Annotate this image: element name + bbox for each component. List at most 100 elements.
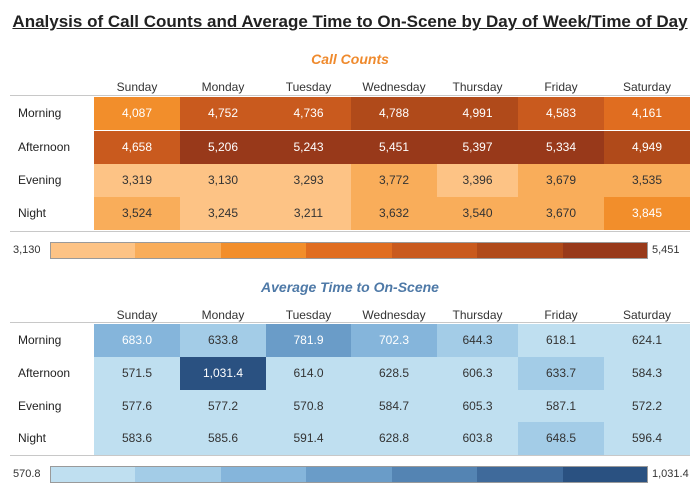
time-heatmap-cell: 577.6 — [94, 390, 180, 423]
time-column-header: Friday — [544, 308, 578, 322]
calls-legend-swatch — [477, 242, 564, 259]
time-column-header: Tuesday — [285, 308, 332, 322]
calls-column-header: Friday — [544, 80, 578, 94]
time-legend-swatch — [562, 466, 649, 483]
time-to-on-scene-title: Average Time to On-Scene — [261, 279, 439, 295]
time-heatmap-cell: 585.6 — [180, 422, 266, 455]
time-legend-swatch — [220, 466, 307, 483]
time-heatmap-cell: 633.8 — [180, 324, 266, 357]
calls-heatmap-cell: 3,632 — [351, 197, 437, 230]
calls-legend-min: 3,130 — [13, 244, 41, 256]
time-heatmap-cell: 1,031.4 — [180, 357, 266, 390]
calls-heatmap-cell: 4,736 — [266, 97, 351, 130]
calls-heatmap-cell: 3,524 — [94, 197, 180, 230]
calls-heatmap-cell: 4,087 — [94, 97, 180, 130]
time-legend-swatch — [50, 466, 136, 483]
time-heatmap-cell: 628.8 — [351, 422, 437, 455]
calls-column-header: Wednesday — [362, 80, 426, 94]
calls-heatmap-cell: 3,130 — [180, 164, 266, 197]
time-row-header: Night — [18, 431, 47, 445]
time-separator-line — [10, 455, 690, 456]
time-row-header: Evening — [18, 399, 62, 413]
time-heatmap-cell: 644.3 — [437, 324, 518, 357]
time-heatmap-cell: 628.5 — [351, 357, 437, 390]
time-separator-line — [10, 322, 690, 323]
calls-column-header: Sunday — [116, 80, 158, 94]
time-heatmap-cell: 577.2 — [180, 390, 266, 423]
time-heatmap-cell: 633.7 — [518, 357, 604, 390]
time-legend-swatch — [135, 466, 222, 483]
calls-heatmap-cell: 5,243 — [266, 131, 351, 164]
calls-legend-max: 5,451 — [652, 244, 680, 256]
time-legend-swatch — [306, 466, 393, 483]
calls-row-header: Afternoon — [18, 140, 71, 154]
time-legend-max: 1,031.4 — [652, 468, 689, 480]
time-heatmap-cell: 584.7 — [351, 390, 437, 423]
time-column-header: Thursday — [452, 308, 503, 322]
time-heatmap-cell: 618.1 — [518, 324, 604, 357]
calls-heatmap-cell: 5,451 — [351, 131, 437, 164]
time-legend-frame — [50, 466, 648, 483]
time-heatmap-cell: 591.4 — [266, 422, 351, 455]
calls-heatmap-cell: 3,772 — [351, 164, 437, 197]
calls-legend-swatch — [562, 242, 649, 259]
time-legend-swatch — [391, 466, 478, 483]
call-counts-title: Call Counts — [311, 51, 389, 67]
calls-separator-line — [10, 231, 690, 232]
calls-heatmap-cell: 4,583 — [518, 97, 604, 130]
calls-legend-swatch — [135, 242, 222, 259]
time-heatmap-cell: 572.2 — [604, 390, 690, 423]
time-column-header: Monday — [201, 308, 245, 322]
main-title: Analysis of Call Counts and Average Time… — [12, 12, 688, 31]
calls-row-header: Morning — [18, 106, 62, 120]
time-heatmap-cell: 571.5 — [94, 357, 180, 390]
time-heatmap-cell: 584.3 — [604, 357, 690, 390]
calls-heatmap-cell: 3,540 — [437, 197, 518, 230]
calls-heatmap-cell: 3,845 — [604, 197, 690, 230]
calls-legend-swatch — [391, 242, 478, 259]
calls-heatmap-cell: 4,991 — [437, 97, 518, 130]
calls-legend-swatch — [50, 242, 136, 259]
time-heatmap-cell: 583.6 — [94, 422, 180, 455]
time-heatmap-cell: 587.1 — [518, 390, 604, 423]
time-heatmap-cell: 596.4 — [604, 422, 690, 455]
time-heatmap-cell: 702.3 — [351, 324, 437, 357]
calls-separator-line — [10, 95, 690, 96]
calls-row-header: Night — [18, 206, 47, 220]
calls-heatmap-cell: 3,293 — [266, 164, 351, 197]
time-column-header: Sunday — [116, 308, 158, 322]
calls-column-header: Saturday — [622, 80, 672, 94]
time-heatmap-cell: 606.3 — [437, 357, 518, 390]
calls-column-header: Tuesday — [285, 80, 332, 94]
calls-heatmap-cell: 4,949 — [604, 131, 690, 164]
calls-heatmap-cell: 5,206 — [180, 131, 266, 164]
calls-heatmap-cell: 5,334 — [518, 131, 604, 164]
calls-heatmap-cell: 3,535 — [604, 164, 690, 197]
calls-heatmap-cell: 4,788 — [351, 97, 437, 130]
calls-heatmap-cell: 3,211 — [266, 197, 351, 230]
calls-column-header: Thursday — [452, 80, 503, 94]
calls-heatmap-cell: 4,161 — [604, 97, 690, 130]
calls-legend-swatch — [220, 242, 307, 259]
time-row-header: Afternoon — [18, 366, 71, 380]
calls-heatmap-cell: 3,679 — [518, 164, 604, 197]
time-legend-swatch — [477, 466, 564, 483]
calls-heatmap-cell: 3,396 — [437, 164, 518, 197]
time-heatmap-cell: 781.9 — [266, 324, 351, 357]
time-heatmap-cell: 624.1 — [604, 324, 690, 357]
time-heatmap-cell: 605.3 — [437, 390, 518, 423]
time-heatmap-cell: 648.5 — [518, 422, 604, 455]
calls-heatmap-cell: 5,397 — [437, 131, 518, 164]
time-heatmap-cell: 614.0 — [266, 357, 351, 390]
time-legend-min: 570.8 — [13, 468, 41, 480]
calls-legend-swatch — [306, 242, 393, 259]
calls-heatmap-cell: 4,752 — [180, 97, 266, 130]
time-heatmap-cell: 683.0 — [94, 324, 180, 357]
time-heatmap-cell: 603.8 — [437, 422, 518, 455]
time-heatmap-cell: 570.8 — [266, 390, 351, 423]
time-column-header: Saturday — [622, 308, 672, 322]
calls-heatmap-cell: 3,245 — [180, 197, 266, 230]
calls-heatmap-cell: 4,658 — [94, 131, 180, 164]
time-row-header: Morning — [18, 333, 62, 347]
calls-legend-frame — [50, 242, 648, 259]
